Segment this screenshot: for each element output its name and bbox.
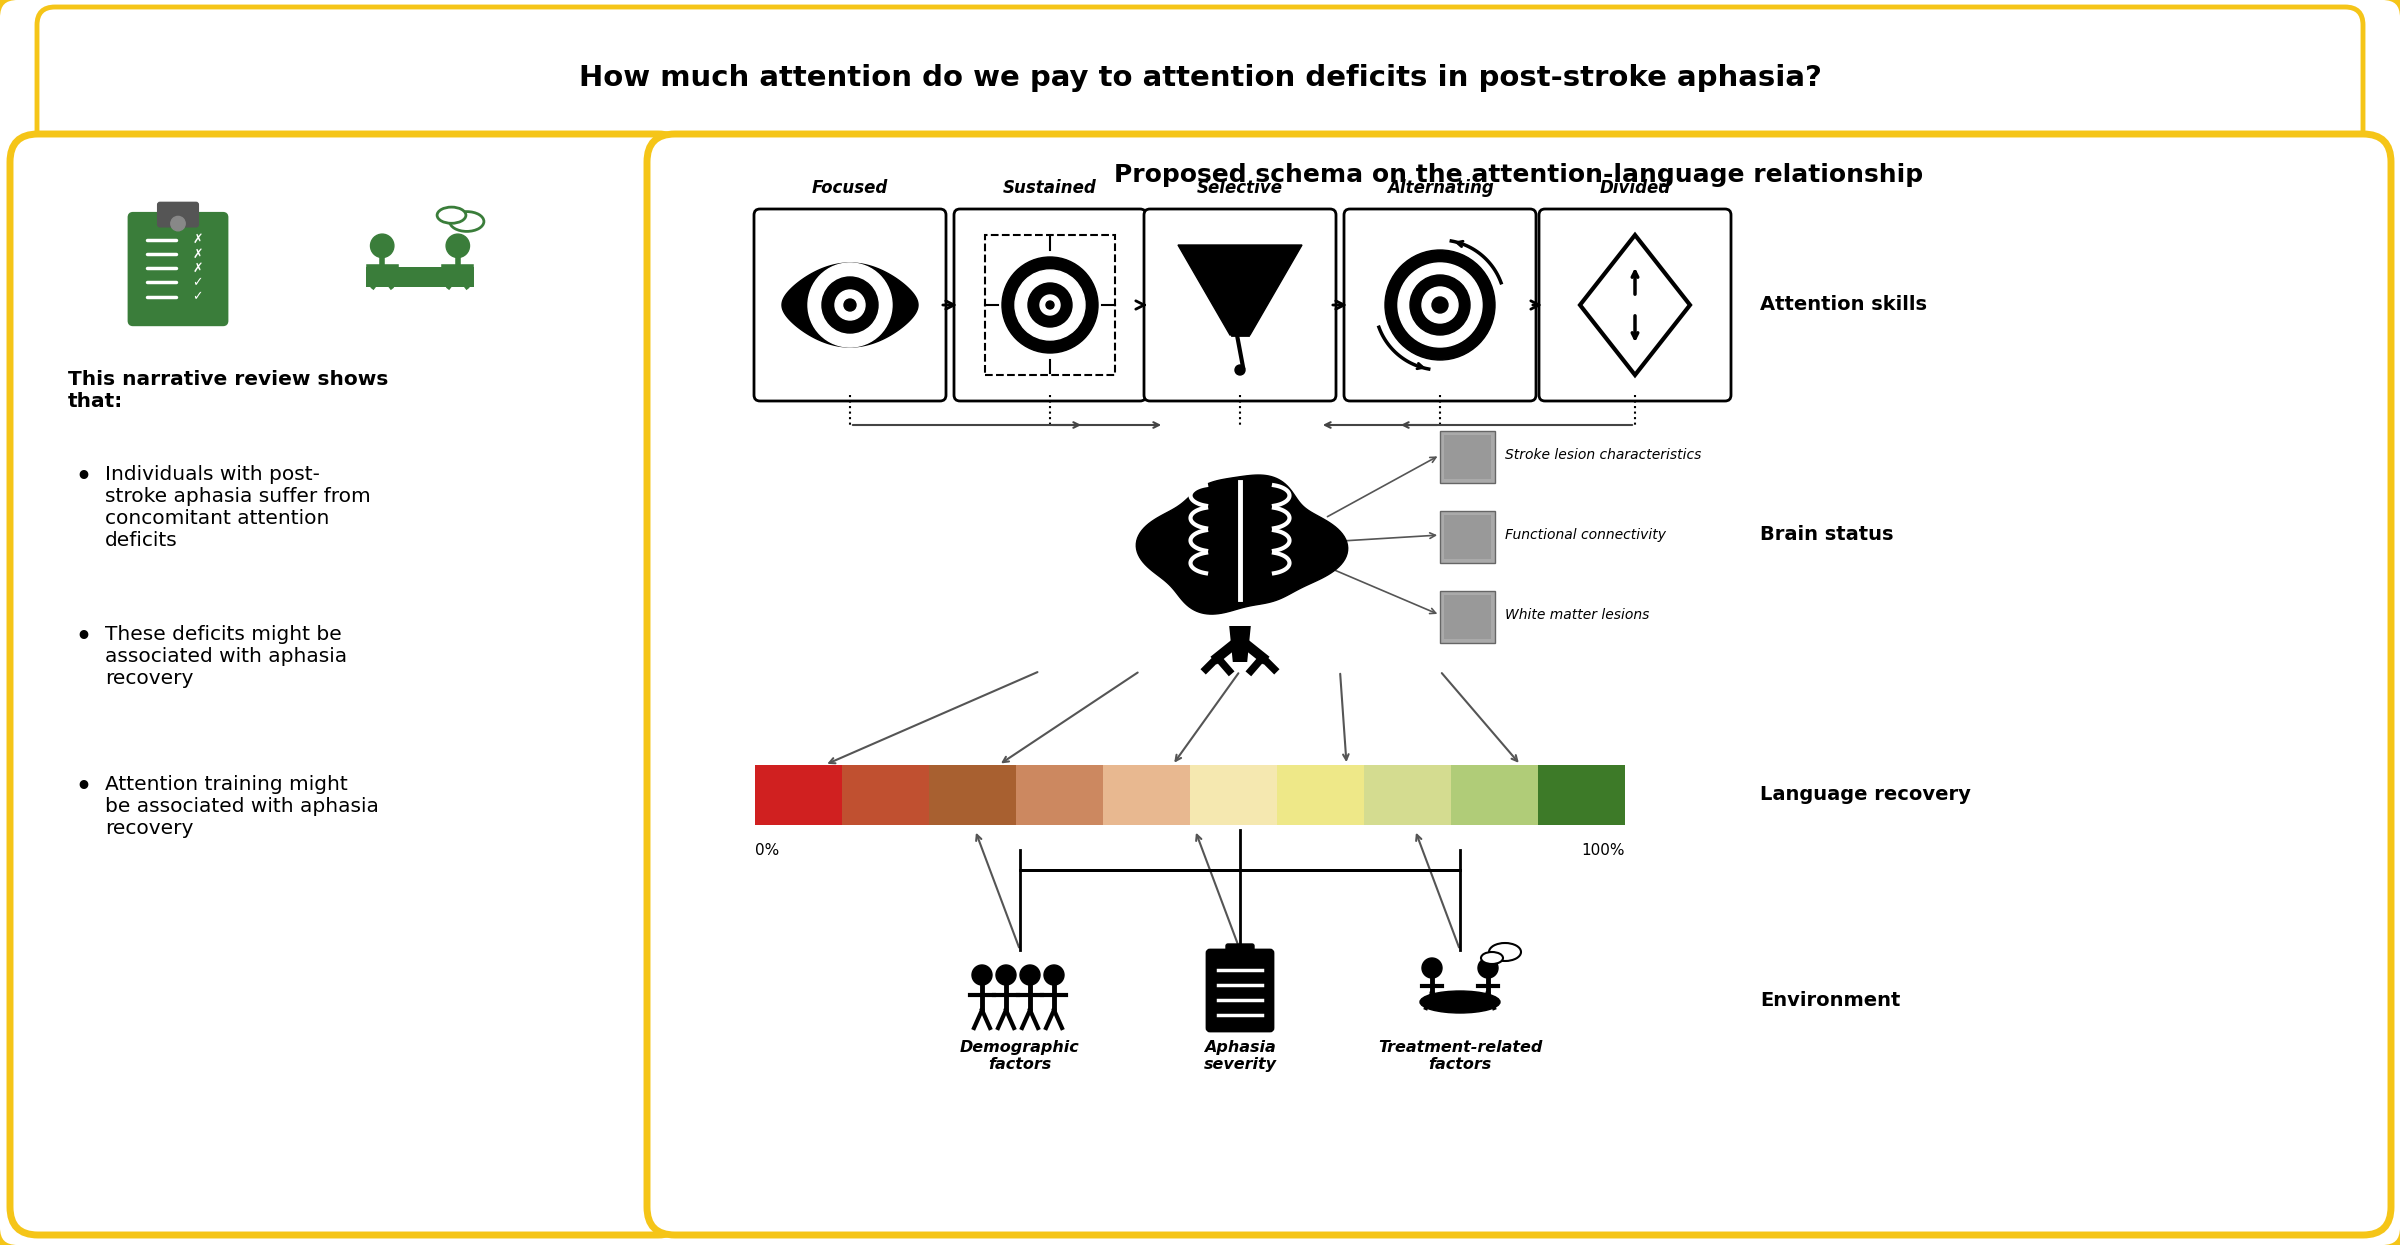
Text: Sustained: Sustained — [1003, 179, 1097, 197]
Text: ✗: ✗ — [192, 248, 204, 260]
Text: This narrative review shows
that:: This narrative review shows that: — [67, 370, 389, 411]
Ellipse shape — [437, 207, 466, 223]
Text: Selective: Selective — [1198, 179, 1284, 197]
FancyBboxPatch shape — [158, 203, 197, 227]
Circle shape — [1385, 250, 1495, 360]
Circle shape — [1046, 301, 1054, 309]
Polygon shape — [1178, 245, 1301, 335]
Bar — [1440, 591, 1495, 642]
Text: Individuals with post-
stroke aphasia suffer from
concomitant attention
deficits: Individuals with post- stroke aphasia su… — [106, 464, 370, 550]
Ellipse shape — [449, 212, 485, 232]
Bar — [1445, 515, 1490, 559]
Circle shape — [1020, 965, 1039, 985]
Bar — [1445, 595, 1490, 639]
Circle shape — [1027, 283, 1073, 327]
Circle shape — [845, 299, 857, 311]
Text: Proposed schema on the attention-language relationship: Proposed schema on the attention-languag… — [1114, 163, 1922, 187]
Circle shape — [1411, 275, 1469, 335]
Circle shape — [821, 276, 878, 332]
FancyBboxPatch shape — [1344, 209, 1536, 401]
Circle shape — [1478, 957, 1498, 979]
Circle shape — [996, 965, 1015, 985]
Circle shape — [835, 290, 864, 320]
FancyBboxPatch shape — [1207, 950, 1272, 1031]
Polygon shape — [1135, 476, 1349, 614]
Bar — [1440, 510, 1495, 563]
Text: 100%: 100% — [1582, 843, 1625, 858]
Text: Demographic
factors: Demographic factors — [960, 1040, 1080, 1072]
Circle shape — [1397, 263, 1483, 347]
Text: Attention skills: Attention skills — [1759, 295, 1927, 315]
Circle shape — [1044, 965, 1063, 985]
FancyBboxPatch shape — [1538, 209, 1730, 401]
Text: Treatment-related
factors: Treatment-related factors — [1378, 1040, 1543, 1072]
Text: Stroke lesion characteristics: Stroke lesion characteristics — [1505, 448, 1702, 462]
FancyBboxPatch shape — [10, 134, 686, 1235]
Bar — [1452, 764, 1538, 825]
Circle shape — [1015, 270, 1085, 340]
Bar — [1445, 435, 1490, 479]
Circle shape — [1421, 288, 1459, 322]
FancyBboxPatch shape — [955, 209, 1147, 401]
Bar — [756, 764, 842, 825]
Bar — [1363, 764, 1452, 825]
Text: •: • — [74, 464, 91, 489]
Text: ✗: ✗ — [192, 261, 204, 275]
Text: Divided: Divided — [1598, 179, 1670, 197]
Text: 0%: 0% — [756, 843, 780, 858]
Text: Functional connectivity: Functional connectivity — [1505, 528, 1666, 542]
Text: How much attention do we pay to attention deficits in post-stroke aphasia?: How much attention do we pay to attentio… — [578, 63, 1822, 92]
Bar — [929, 764, 1015, 825]
FancyBboxPatch shape — [36, 7, 2364, 153]
Text: •: • — [74, 625, 91, 649]
Circle shape — [1433, 298, 1447, 312]
Circle shape — [972, 965, 991, 985]
Text: These deficits might be
associated with aphasia
recovery: These deficits might be associated with … — [106, 625, 348, 688]
Ellipse shape — [1421, 991, 1500, 1013]
Bar — [1104, 764, 1190, 825]
FancyBboxPatch shape — [130, 213, 228, 325]
Bar — [1015, 764, 1104, 825]
Ellipse shape — [1488, 942, 1522, 961]
Text: ✓: ✓ — [192, 276, 204, 289]
Text: Focused: Focused — [811, 179, 888, 197]
Bar — [984, 235, 1116, 375]
FancyBboxPatch shape — [754, 209, 946, 401]
Text: Attention training might
be associated with aphasia
recovery: Attention training might be associated w… — [106, 774, 379, 838]
Circle shape — [1421, 957, 1442, 979]
Bar — [1277, 764, 1363, 825]
Text: ✓: ✓ — [192, 290, 204, 303]
FancyBboxPatch shape — [648, 134, 2390, 1235]
Circle shape — [1236, 365, 1246, 375]
Circle shape — [1039, 295, 1061, 315]
Circle shape — [809, 263, 893, 347]
Text: Language recovery: Language recovery — [1759, 786, 1970, 804]
Text: Brain status: Brain status — [1759, 525, 1894, 544]
Bar — [842, 764, 929, 825]
Text: White matter lesions: White matter lesions — [1505, 608, 1649, 622]
Bar — [1190, 764, 1277, 825]
Circle shape — [446, 234, 470, 258]
Bar — [1440, 431, 1495, 483]
FancyBboxPatch shape — [1145, 209, 1337, 401]
FancyBboxPatch shape — [1226, 944, 1255, 962]
Text: ✗: ✗ — [192, 233, 204, 247]
Circle shape — [170, 217, 185, 230]
Text: Alternating: Alternating — [1387, 179, 1493, 197]
Circle shape — [1003, 256, 1099, 354]
Bar — [1538, 764, 1625, 825]
Text: Aphasia
severity: Aphasia severity — [1202, 1040, 1277, 1072]
Ellipse shape — [1481, 952, 1502, 964]
Polygon shape — [1229, 626, 1250, 662]
Polygon shape — [782, 263, 917, 347]
Bar — [365, 268, 475, 288]
Text: Environment: Environment — [1759, 991, 1901, 1010]
Text: •: • — [74, 774, 91, 799]
Circle shape — [370, 234, 394, 258]
